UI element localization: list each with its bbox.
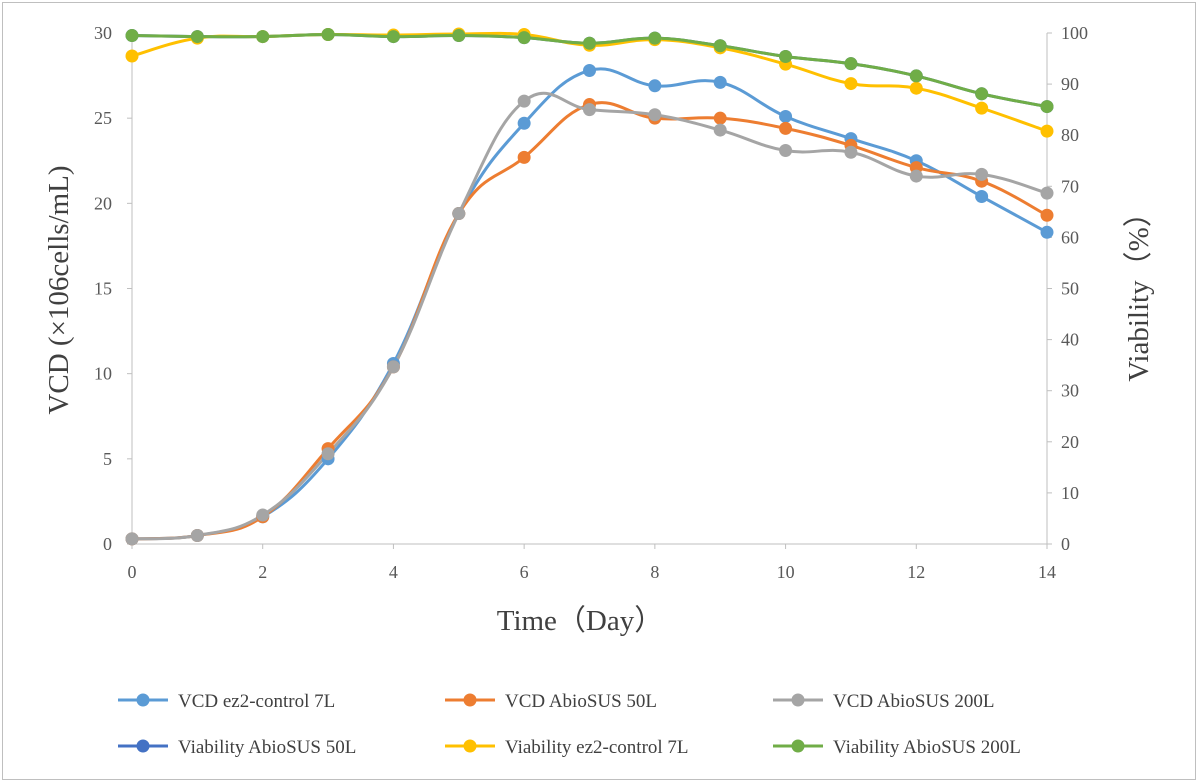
data-point-series-5 [517,31,531,45]
data-point-series-2 [844,145,858,159]
data-point-series-2 [256,508,270,522]
y2-tick-label: 30 [1061,381,1079,401]
data-point-series-5 [1040,100,1054,114]
data-point-series-5 [386,30,400,44]
data-point-series-0 [779,109,793,123]
y2-tick-label: 70 [1061,176,1079,196]
y-tick-label: 5 [103,449,112,469]
y-tick-label: 0 [103,534,112,554]
data-point-series-5 [190,30,204,44]
legend-label-5: Viability AbioSUS 200L [833,737,1021,758]
legend-label-0: VCD ez2-control 7L [178,691,335,712]
data-point-series-4 [1040,124,1054,138]
data-point-series-1 [713,111,727,125]
legend-marker-4 [463,739,477,753]
x-axis-title: Time（Day） [497,605,664,637]
data-point-series-5 [648,31,662,45]
legend-label-4: Viability ez2-control 7L [505,737,689,758]
data-point-series-4 [909,81,923,95]
y-tick-label: 10 [94,364,112,384]
x-tick-label: 10 [777,562,795,582]
x-tick-label: 0 [128,562,137,582]
y-tick-label: 15 [94,279,112,299]
y2-tick-label: 20 [1061,432,1079,452]
y-tick-label: 25 [94,108,112,128]
data-point-series-5 [256,30,270,44]
series-points-layer [125,27,1054,546]
legend: VCD ez2-control 7L VCD AbioSUS 50L VCD Abi… [118,691,1021,758]
axes-layer [127,32,1052,549]
data-point-series-2 [1040,186,1054,200]
data-point-series-2 [452,207,466,221]
data-point-series-2 [517,94,531,108]
data-point-series-2 [713,123,727,137]
y2-tick-label: 80 [1061,125,1079,145]
data-point-series-4 [844,77,858,91]
y-tick-label: 20 [94,193,112,213]
legend-label-3: Viability AbioSUS 50L [178,737,356,758]
legend-marker-2 [791,693,805,707]
y2-tick-label: 90 [1061,74,1079,94]
x-tick-label: 4 [389,562,398,582]
data-point-series-2 [975,167,989,181]
data-point-series-4 [125,49,139,63]
legend-marker-3 [136,739,150,753]
tick-labels-layer: 0 2 4 6 8 10 12 1405101520253001020304050607080… [94,23,1088,582]
legend-marker-0 [136,693,150,707]
data-point-series-1 [779,121,793,135]
x-tick-label: 12 [907,562,925,582]
data-point-series-2 [321,447,335,461]
data-point-series-2 [386,360,400,374]
data-point-series-5 [125,29,139,43]
legend-label-2: VCD AbioSUS 200L [833,691,995,712]
x-tick-label: 2 [258,562,267,582]
data-point-series-5 [321,28,335,42]
y-tick-label: 30 [94,23,112,43]
data-point-series-1 [1040,208,1054,222]
data-point-series-2 [648,108,662,122]
legend-marker-1 [463,693,477,707]
data-point-series-0 [975,190,989,204]
data-point-series-0 [583,63,596,77]
data-point-series-0 [1040,225,1054,239]
x-tick-label: 14 [1038,562,1056,582]
data-point-series-5 [909,69,923,83]
y-axis-title: VCD (×106cells/mL) [43,165,75,414]
data-point-series-5 [713,39,727,53]
data-point-series-2 [909,169,923,183]
data-point-series-2 [125,532,139,546]
series-line-1 [131,101,1048,541]
data-point-series-2 [779,144,793,158]
data-point-series-2 [190,528,204,542]
data-point-series-5 [583,36,596,50]
series-line-0 [131,67,1048,541]
data-point-series-1 [517,150,531,164]
legend-label-1: VCD AbioSUS 50L [505,691,657,712]
y2-tick-label: 60 [1061,227,1079,247]
data-point-series-4 [975,101,989,115]
y2-tick-label: 50 [1061,279,1079,299]
data-point-series-0 [648,79,662,93]
data-point-series-5 [844,57,858,71]
data-point-series-5 [779,50,793,64]
legend-marker-5 [791,739,805,753]
data-point-series-2 [583,103,596,117]
y2-axis-title: Viability（%） [1123,198,1155,382]
series-line-2 [131,91,1048,541]
data-point-series-0 [517,116,531,130]
x-tick-label: 8 [650,562,659,582]
data-point-series-5 [452,29,466,43]
y2-tick-label: 40 [1061,330,1079,350]
data-point-series-0 [713,75,727,89]
y2-tick-label: 0 [1061,534,1070,554]
data-point-series-5 [975,87,989,101]
y2-tick-label: 10 [1061,483,1079,503]
y2-tick-label: 100 [1061,23,1088,43]
x-tick-label: 6 [520,562,529,582]
